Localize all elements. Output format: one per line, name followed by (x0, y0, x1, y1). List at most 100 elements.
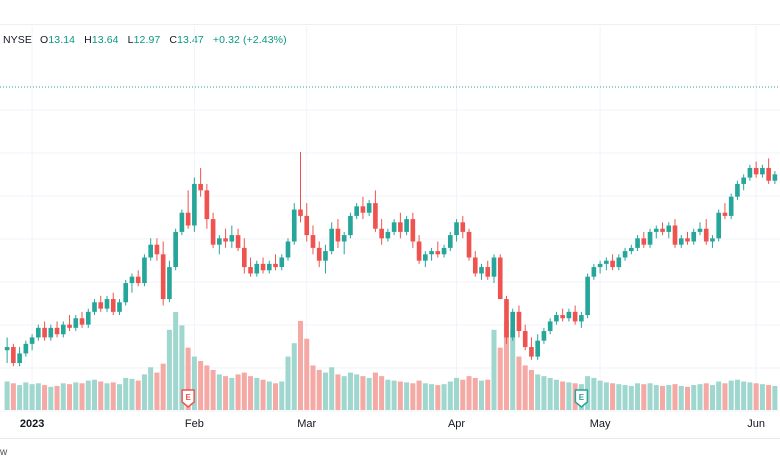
candle-body (460, 222, 466, 232)
candle-body (110, 299, 116, 312)
candle-body (260, 263, 266, 271)
candle-body (435, 251, 441, 255)
volume-bar (753, 383, 759, 410)
candle-body (217, 238, 222, 245)
volume-bar (235, 374, 241, 410)
candle-body (628, 247, 634, 252)
volume-bar (279, 381, 285, 410)
candle-body (298, 209, 303, 216)
candle-body (92, 302, 97, 312)
volume-bar (366, 377, 372, 410)
candle-body (604, 260, 609, 264)
volume-bar (522, 365, 528, 410)
candle-body (472, 257, 478, 274)
volume-bar (360, 376, 366, 410)
volume-bar (104, 383, 110, 410)
volume-bar (660, 385, 666, 410)
candle-body (535, 340, 541, 357)
volume-bar (73, 382, 79, 410)
volume-bar (79, 383, 85, 410)
volume-bar (248, 376, 254, 410)
toolbar-divider (0, 24, 780, 25)
candle-body (741, 177, 746, 184)
candle-body (304, 215, 310, 236)
volume-bar (185, 347, 191, 410)
earnings-marker-shape (181, 389, 195, 408)
candle-body (42, 327, 47, 338)
volume-bar (379, 376, 385, 410)
candle-body (291, 209, 297, 242)
volume-bar (42, 385, 48, 410)
volume-bar (404, 382, 410, 410)
volume-bar (460, 379, 466, 410)
volume-bar (204, 365, 210, 410)
volume-bar (316, 369, 322, 410)
volume-bar (135, 380, 141, 410)
volume-bar (148, 367, 154, 410)
candle-body (441, 247, 447, 255)
volume-bar (191, 356, 197, 410)
volume-bar (472, 377, 478, 410)
volume-bar (60, 383, 66, 410)
candle-body (491, 257, 497, 277)
candle-body (67, 324, 72, 328)
earnings-marker-label: E (579, 393, 585, 402)
candle-body (98, 302, 104, 309)
volume-bar (566, 382, 572, 410)
candle-body (510, 311, 516, 338)
candle-body (366, 203, 372, 213)
volume-bar (372, 372, 378, 410)
candle-body (323, 251, 328, 261)
earnings-marker[interactable]: E (181, 389, 195, 408)
volume-bar (610, 383, 616, 410)
candle-body (385, 231, 391, 239)
candle-body (17, 353, 22, 364)
candle-body (241, 247, 247, 268)
volume-bar (497, 347, 503, 410)
high-value: 13.64 (91, 34, 119, 46)
volume-bar (597, 380, 603, 410)
candle-body (541, 331, 547, 341)
volume-bar (535, 374, 541, 410)
volume-bar (67, 384, 73, 410)
volume-bar (703, 383, 709, 410)
candle-body (423, 254, 428, 261)
volume-bar (329, 367, 335, 410)
candlestick-chart[interactable]: EE2023FebMarAprMayJunJul (0, 0, 780, 440)
earnings-marker-shape (574, 389, 589, 408)
candle-body (117, 302, 122, 312)
volume-bar (241, 372, 247, 410)
volume-bar (447, 381, 453, 410)
low-value: 12.97 (133, 34, 161, 46)
candle-body (310, 235, 316, 248)
candle-body (685, 238, 690, 242)
candle-body (728, 196, 734, 216)
candle-body (547, 321, 553, 332)
candle-body (154, 244, 160, 255)
candle-body (235, 235, 241, 248)
volume-bar (291, 343, 297, 410)
x-tick-label: 2023 (20, 418, 44, 430)
volume-bar (766, 385, 772, 410)
footer-divider (0, 438, 780, 439)
candle-body (391, 222, 397, 232)
volume-bar (54, 385, 60, 410)
x-tick-label: Apr (448, 418, 465, 430)
candle-body (204, 190, 210, 220)
open-label: O (40, 34, 49, 46)
volume-bar (141, 374, 147, 410)
ohlc-legend: NYSE O13.14 H13.64 L12.97 C13.47 +0.32 (… (3, 34, 287, 46)
volume-bar (98, 381, 104, 410)
volume-bar (110, 382, 116, 410)
candle-body (703, 228, 709, 242)
candle-body (585, 276, 590, 316)
volume-bar (503, 320, 509, 410)
volume-bar (547, 377, 553, 410)
volume-bar (223, 376, 229, 410)
candle-body (23, 343, 29, 354)
earnings-marker[interactable]: E (574, 389, 589, 408)
volume-bar (416, 380, 422, 410)
volume-bar (17, 385, 23, 410)
candle-body (348, 215, 353, 236)
footer-text: w (0, 447, 8, 458)
